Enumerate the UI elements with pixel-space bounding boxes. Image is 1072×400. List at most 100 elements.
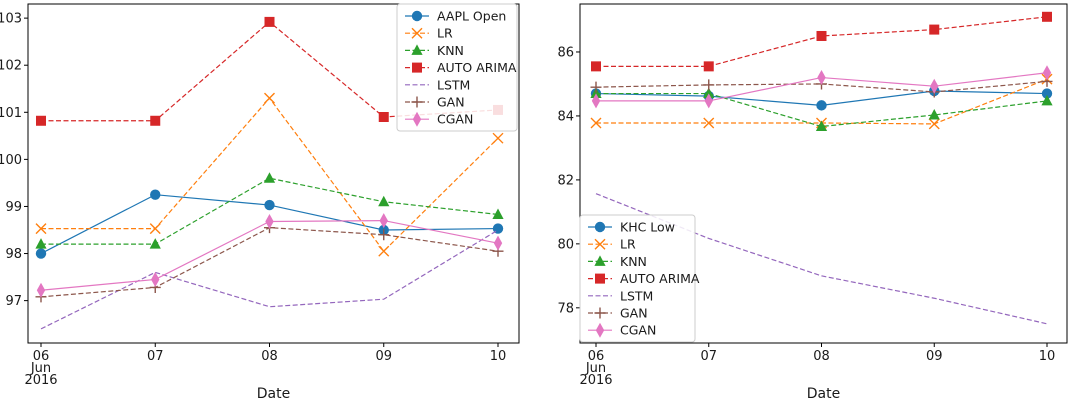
x-tick-label: 08 (261, 349, 278, 364)
y-tick-label: 78 (557, 301, 574, 316)
data-point (493, 235, 503, 251)
data-point (35, 238, 47, 249)
x-tick-label: 10 (490, 349, 507, 364)
legend-box (396, 3, 518, 132)
data-point (1042, 11, 1052, 22)
series-line (595, 193, 1048, 325)
series-line (596, 16, 1048, 67)
series-knn (590, 87, 1053, 131)
y-tick-label: 103 (0, 12, 22, 27)
data-point (590, 81, 602, 93)
x-tick-label: 09 (375, 349, 392, 364)
series-gan (35, 222, 504, 303)
legend-marker (594, 238, 606, 250)
data-point (591, 61, 601, 72)
legend-label: LR (620, 237, 636, 252)
legend-marker (411, 27, 423, 39)
plot-frame (579, 3, 1068, 344)
data-point (1041, 94, 1053, 106)
x-tick-label: 07 (700, 349, 717, 364)
y-tick-label: 86 (557, 45, 574, 60)
legend-label: KNN (620, 254, 647, 269)
x-tick-sublabel: Jun (30, 361, 51, 376)
data-point (264, 92, 275, 104)
series-lstm (595, 193, 1048, 325)
x-tick-label: 10 (1039, 349, 1056, 364)
x-axis-label: Date (257, 386, 290, 400)
legend: AAPL Open LR KNN AUTO ARIMA LSTM GAN CGAN (396, 3, 518, 132)
legend-label: AAPL Open (437, 9, 506, 24)
data-point (35, 223, 47, 235)
data-point (930, 78, 939, 94)
series-khc-low (590, 85, 1053, 111)
legend-label: AUTO ARIMA (437, 60, 517, 75)
legend-label: KNN (437, 43, 464, 58)
series-line (41, 177, 499, 245)
series-lstm (40, 229, 499, 330)
y-tick-label: 100 (0, 153, 22, 168)
x-tick-label: 09 (926, 349, 943, 364)
legend-label: LSTM (437, 77, 470, 92)
data-point (149, 223, 161, 235)
y-tick-label: 102 (0, 59, 22, 74)
legend-marker (594, 307, 606, 319)
data-point (703, 117, 715, 129)
data-point (703, 87, 715, 99)
legend-marker (412, 111, 422, 127)
data-point (149, 238, 161, 249)
legend-marker (411, 96, 423, 108)
series-knn (35, 172, 504, 249)
x-tick-label: 06 (33, 349, 50, 364)
x-tick-label: 06 (588, 349, 605, 364)
legend-marker (595, 273, 605, 284)
data-point (703, 79, 715, 91)
legend-label: GAN (620, 306, 648, 321)
data-point (264, 199, 275, 211)
data-point (816, 30, 827, 41)
x-tick-label: 08 (813, 349, 830, 364)
data-point (378, 195, 390, 207)
x-axis-label: Date (807, 386, 840, 400)
series-cgan (591, 65, 1052, 109)
data-point (492, 208, 504, 219)
data-point (703, 61, 714, 72)
data-point (379, 213, 388, 229)
x-tick-sublabel: 2016 (24, 373, 57, 388)
data-point (35, 248, 47, 259)
legend-marker (594, 255, 606, 266)
legend-marker (411, 10, 423, 22)
series-auto-arima (591, 11, 1052, 72)
data-point (264, 16, 275, 27)
series-line (40, 229, 499, 330)
data-point (1042, 65, 1052, 81)
legend-label: CGAN (620, 323, 656, 338)
legend-label: LR (437, 26, 453, 41)
legend-marker (411, 44, 423, 55)
y-tick-label: 101 (0, 106, 22, 121)
series-line (40, 227, 499, 298)
data-point (815, 120, 828, 131)
data-point (265, 214, 274, 230)
y-tick-label: 97 (5, 294, 22, 309)
data-point (492, 132, 504, 144)
data-point (928, 108, 940, 120)
x-tick-sublabel: Jun (585, 361, 606, 376)
data-point (816, 100, 827, 111)
data-point (150, 115, 161, 126)
data-point (704, 93, 713, 109)
data-point (263, 172, 276, 183)
legend-label: GAN (437, 95, 465, 110)
series-cgan (36, 213, 503, 298)
legend: KHC Low LR KNN AUTO ARIMA LSTM GAN CGAN (579, 214, 700, 343)
legend-label: AUTO ARIMA (620, 271, 700, 286)
series-line (596, 92, 1048, 128)
data-point (378, 245, 390, 257)
data-point (36, 115, 46, 126)
data-point (151, 271, 160, 287)
y-tick-label: 98 (5, 247, 22, 262)
legend-marker (412, 62, 422, 73)
